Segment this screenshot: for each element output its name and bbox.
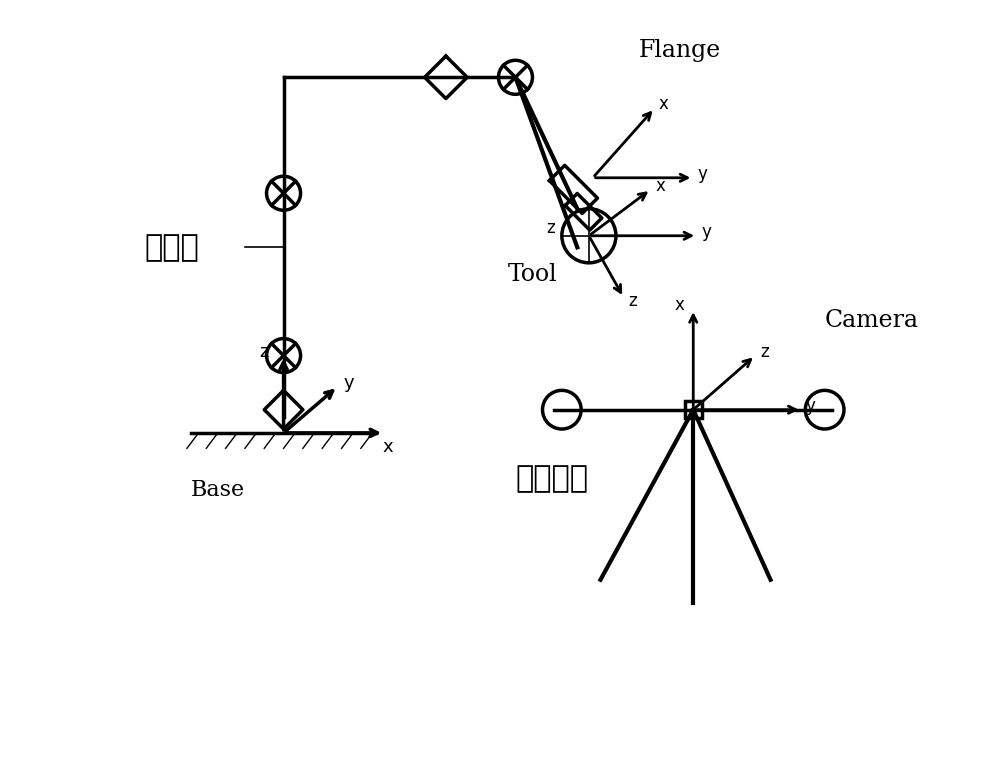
- Text: y: y: [344, 373, 355, 392]
- Bar: [685, 401, 702, 418]
- Text: x: x: [383, 438, 393, 456]
- Text: x: x: [655, 176, 665, 195]
- Text: 机器人: 机器人: [144, 233, 199, 262]
- Text: 双目相机: 双目相机: [515, 464, 588, 493]
- Text: Tool: Tool: [508, 263, 557, 286]
- Text: z: z: [260, 342, 269, 361]
- Text: z: z: [629, 292, 637, 311]
- Text: Base: Base: [191, 479, 245, 501]
- Text: Flange: Flange: [639, 39, 721, 62]
- Text: Camera: Camera: [825, 309, 919, 332]
- Text: y: y: [698, 165, 707, 183]
- Text: x: x: [674, 296, 684, 315]
- Text: y: y: [806, 397, 816, 415]
- Text: y: y: [701, 223, 711, 241]
- Text: x: x: [659, 95, 669, 114]
- Text: z: z: [760, 342, 769, 361]
- Text: z: z: [546, 219, 555, 237]
